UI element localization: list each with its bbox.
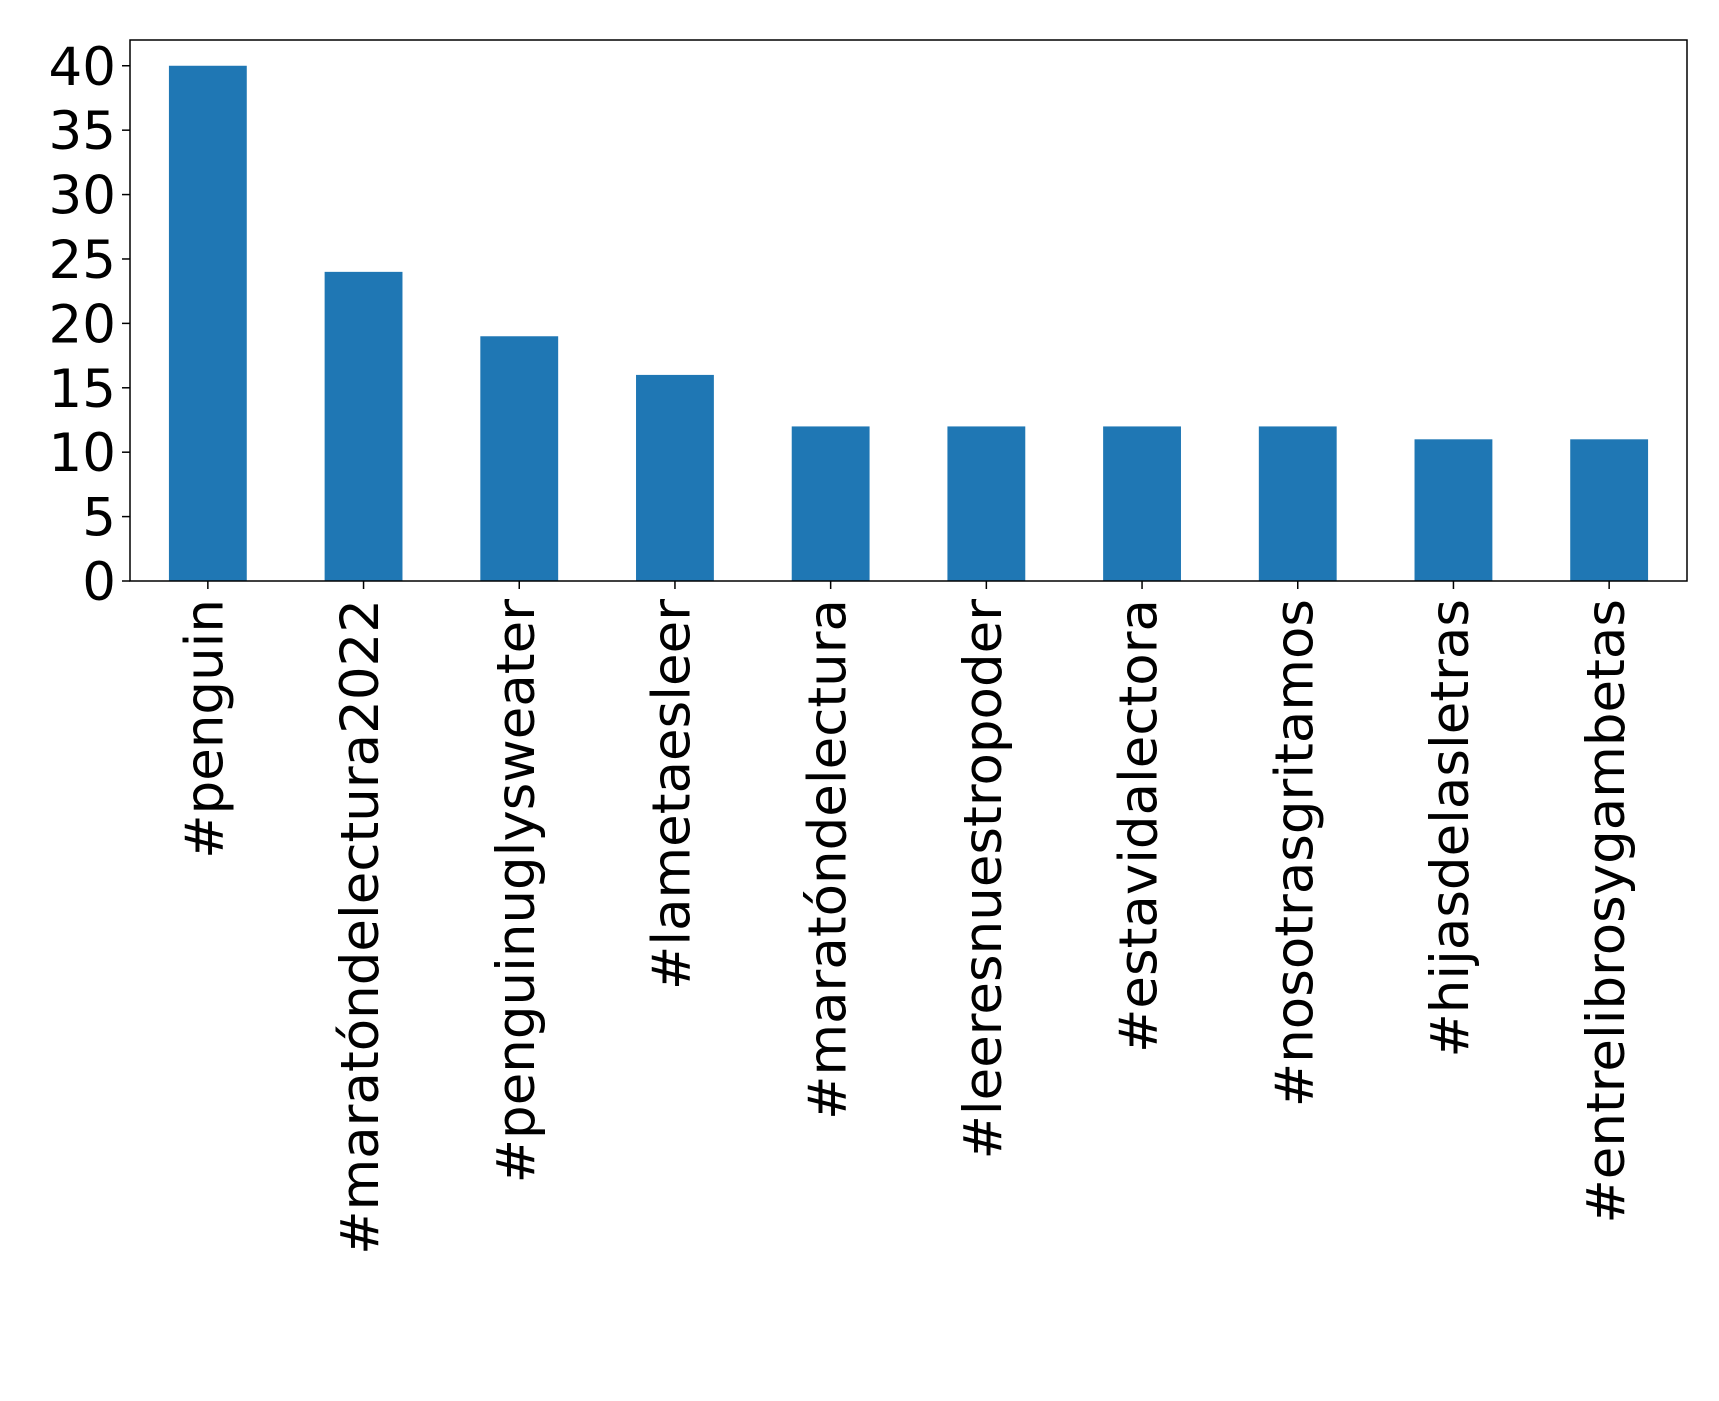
y-tick-label: 35 — [49, 101, 116, 162]
bar — [947, 426, 1026, 581]
bar — [168, 65, 247, 581]
bar — [1414, 439, 1493, 581]
x-tick-label: #estavidalectora — [1109, 599, 1170, 1053]
x-tick-label: #maratóndelectura — [797, 599, 858, 1120]
bar — [324, 271, 403, 581]
x-tick-label: #lametaesleer — [642, 599, 703, 990]
y-tick-label: 15 — [49, 359, 116, 420]
x-tick-label: #hijasdelasletras — [1420, 599, 1481, 1058]
y-tick-label: 0 — [82, 552, 116, 613]
x-tick-label: #nosotrasgritamos — [1264, 599, 1325, 1107]
x-tick-label: #leeresnuestropoder — [953, 599, 1014, 1160]
bar — [791, 426, 870, 581]
y-tick-label: 25 — [49, 230, 116, 291]
y-tick-label: 10 — [49, 423, 116, 484]
y-tick-label: 40 — [49, 37, 116, 98]
x-tick-label: #penguinuglysweater — [486, 599, 547, 1184]
x-tick-label: #maratóndelectura2022 — [330, 599, 391, 1255]
y-tick-label: 20 — [49, 294, 116, 355]
plot-frame — [129, 39, 1688, 582]
bar — [1103, 426, 1181, 581]
bar — [1258, 426, 1337, 581]
bar — [480, 336, 559, 581]
bar — [1570, 439, 1649, 581]
x-tick-label: #penguin — [174, 599, 235, 859]
bar — [636, 374, 714, 581]
y-tick-label: 5 — [82, 488, 116, 549]
x-tick-label: #entrelibrosygambetas — [1576, 599, 1637, 1224]
y-tick-label: 30 — [49, 166, 116, 227]
